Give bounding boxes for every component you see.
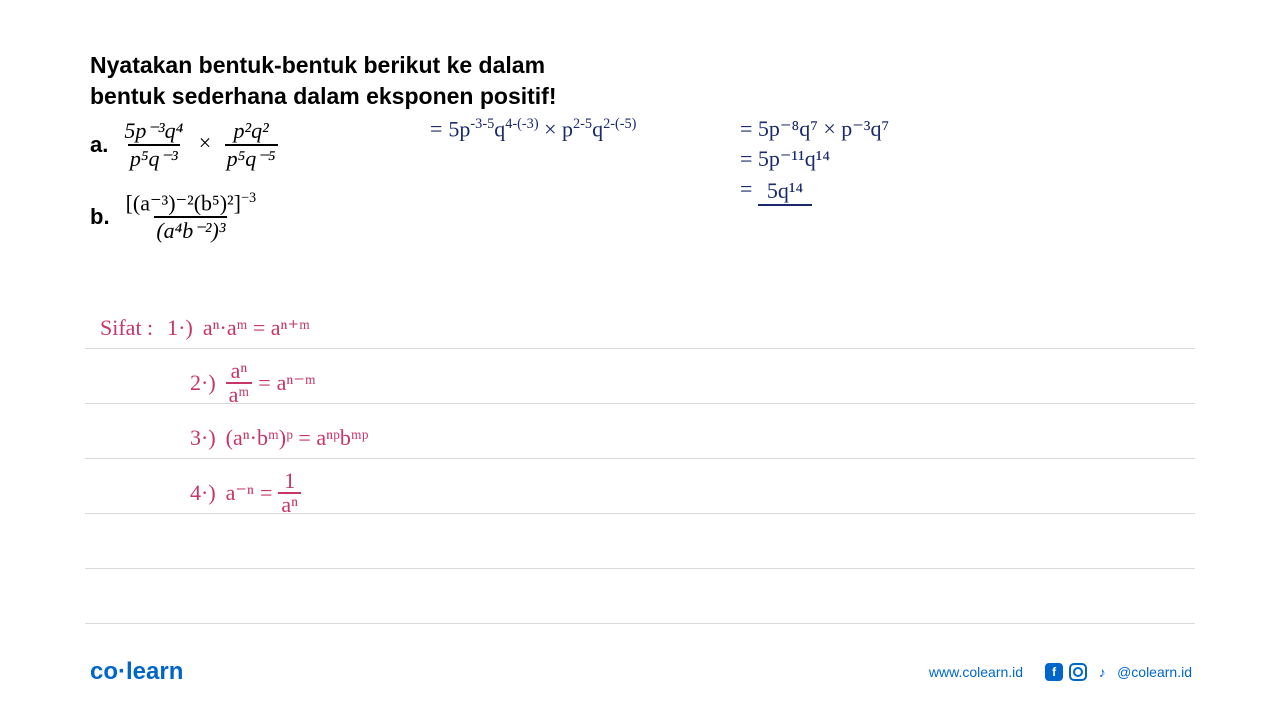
problem-b-expr: [(a⁻³)⁻²(b⁵)²]−3 (a⁴b⁻²)³	[124, 190, 259, 244]
property-2: 2·) aⁿ aᵐ = aⁿ⁻ᵐ	[190, 355, 368, 410]
problem-a-expr: 5p⁻³q⁴ p⁵q⁻³ × p²q² p⁵q⁻⁵	[122, 118, 277, 172]
s1-p1: 5p	[448, 116, 470, 141]
p4-den: aⁿ	[278, 492, 301, 516]
p4-frac: 1 aⁿ	[278, 470, 301, 516]
instagram-icon[interactable]	[1069, 663, 1087, 681]
title-line-1: Nyatakan bentuk-bentuk berikut ke dalam	[90, 50, 1200, 81]
p2-eq: =	[258, 370, 270, 396]
p2-num: aⁿ	[228, 360, 251, 382]
answer-frac: 5q¹⁴	[764, 180, 806, 202]
s2-eq: =	[740, 116, 752, 141]
work-step2: = 5p⁻⁸q⁷ × p⁻³q⁷	[740, 116, 889, 142]
fraction-b: [(a⁻³)⁻²(b⁵)²]−3 (a⁴b⁻²)³	[124, 190, 259, 244]
times-symbol: ×	[199, 130, 211, 155]
s1-times: ×	[544, 116, 556, 141]
fracb-num-inner: [(a⁻³)⁻²(b⁵)²]	[126, 190, 241, 215]
p4-eq: =	[260, 480, 272, 506]
s1-p3: p	[562, 116, 573, 141]
frac2-num: p²q²	[232, 118, 271, 144]
tiktok-icon[interactable]: ♪	[1093, 663, 1111, 681]
problems-block: a. 5p⁻³q⁴ p⁵q⁻³ × p²q² p⁵q⁻⁵ b. [(a⁻³)⁻²…	[90, 118, 1200, 244]
problem-a-label: a.	[90, 132, 108, 158]
fraction-1: 5p⁻³q⁴ p⁵q⁻³	[122, 118, 185, 172]
s1-e3: 2-5	[573, 116, 592, 132]
work-column2: = 5p⁻⁸q⁷ × p⁻³q⁷ = 5p⁻¹¹q¹⁴ = 5q¹⁴	[740, 116, 889, 210]
property-1: Sifat : 1·) aⁿ·aᵐ = aⁿ⁺ᵐ	[100, 300, 368, 355]
s1-e4: 2-(-5)	[603, 116, 636, 132]
facebook-icon[interactable]: f	[1045, 663, 1063, 681]
social-handle[interactable]: @colearn.id	[1117, 664, 1192, 680]
notebook-line	[85, 514, 1195, 569]
p4-label: 4·)	[190, 480, 216, 506]
brand-learn: learn	[126, 658, 183, 685]
content-area: Nyatakan bentuk-bentuk berikut ke dalam …	[0, 0, 1280, 244]
work-step3: = 5p⁻¹¹q¹⁴	[740, 146, 889, 172]
step1-expr: 5p-3-5q4-(-3) × p2-5q2-(-5)	[448, 116, 636, 142]
p2-frac: aⁿ aᵐ	[226, 360, 253, 406]
brand-dot: ·	[118, 658, 126, 685]
s1-e1: -3-5	[470, 116, 494, 132]
properties-block: Sifat : 1·) aⁿ·aᵐ = aⁿ⁺ᵐ 2·) aⁿ aᵐ = aⁿ⁻…	[100, 300, 368, 520]
footer: co·learn www.colearn.id f ♪ @colearn.id	[90, 658, 1192, 686]
s4-eq: =	[740, 176, 752, 201]
step1-eq: =	[430, 116, 442, 142]
fracb-num-exp: −3	[241, 190, 256, 206]
s2-expr: 5p⁻⁸q⁷ × p⁻³q⁷	[758, 116, 889, 141]
social-icons: f ♪ @colearn.id	[1045, 663, 1192, 681]
brand-logo: co·learn	[90, 658, 183, 686]
fracb-num: [(a⁻³)⁻²(b⁵)²]−3	[124, 190, 259, 216]
footer-right: www.colearn.id f ♪ @colearn.id	[929, 663, 1192, 681]
p1-expr: aⁿ·aᵐ = aⁿ⁺ᵐ	[203, 315, 310, 341]
footer-url[interactable]: www.colearn.id	[929, 664, 1023, 680]
property-4: 4·) a⁻ⁿ = 1 aⁿ	[190, 465, 368, 520]
p3-expr: (aⁿ·bᵐ)ᵖ = aⁿᵖbᵐᵖ	[226, 425, 369, 451]
frac2-den: p⁵q⁻⁵	[225, 144, 278, 172]
fraction-2: p²q² p⁵q⁻⁵	[225, 118, 278, 172]
s3-expr: 5p⁻¹¹q¹⁴	[758, 146, 830, 171]
notebook-line	[85, 569, 1195, 624]
s1-e2: 4-(-3)	[505, 116, 538, 132]
problem-a-row: a. 5p⁻³q⁴ p⁵q⁻³ × p²q² p⁵q⁻⁵	[90, 118, 1200, 172]
p4-num: 1	[281, 470, 298, 492]
p3-label: 3·)	[190, 425, 216, 451]
work-step1: = 5p-3-5q4-(-3) × p2-5q2-(-5)	[430, 116, 636, 142]
fracb-den: (a⁴b⁻²)³	[154, 216, 227, 244]
p2-rhs: aⁿ⁻ᵐ	[277, 370, 316, 396]
frac1-num: 5p⁻³q⁴	[122, 118, 185, 144]
property-3: 3·) (aⁿ·bᵐ)ᵖ = aⁿᵖbᵐᵖ	[190, 410, 368, 465]
frac1-den: p⁵q⁻³	[128, 144, 180, 172]
problem-b-row: b. [(a⁻³)⁻²(b⁵)²]−3 (a⁴b⁻²)³	[90, 190, 1200, 244]
p2-den: aᵐ	[226, 382, 253, 406]
p2-label: 2·)	[190, 370, 216, 396]
work-step4: = 5q¹⁴	[740, 176, 889, 206]
s1-p2: q	[494, 116, 505, 141]
brand-co: co	[90, 658, 118, 685]
sifat-heading: Sifat :	[100, 315, 153, 341]
title-line-2: bentuk sederhana dalam eksponen positif!	[90, 81, 1200, 112]
answer-num: 5q¹⁴	[764, 180, 806, 202]
p4-lhs: a⁻ⁿ	[226, 480, 254, 506]
problem-b-label: b.	[90, 204, 110, 230]
final-answer: 5q¹⁴	[758, 176, 812, 206]
s1-p4: q	[592, 116, 603, 141]
p1-label: 1·)	[167, 315, 193, 341]
s3-eq: =	[740, 146, 752, 171]
